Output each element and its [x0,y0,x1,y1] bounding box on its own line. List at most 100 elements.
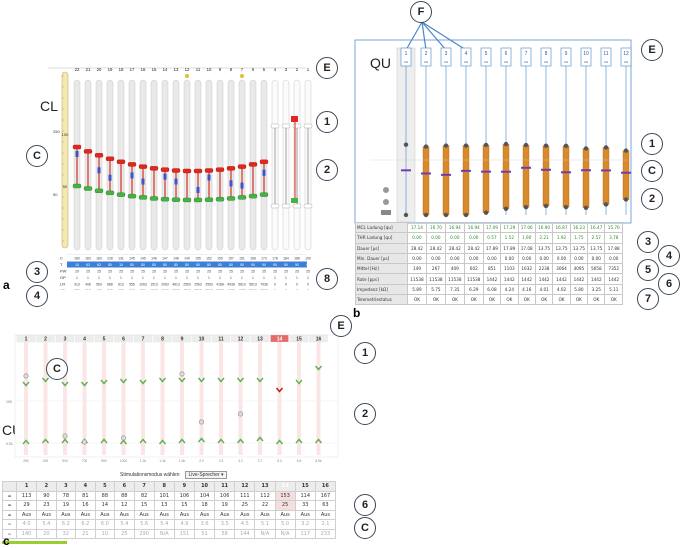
c-header-cell[interactable]: 8 [153,481,175,492]
c-cell[interactable]: 78 [55,490,77,501]
b-cell[interactable]: 0.00 [407,232,427,244]
b-cell[interactable]: 11538 [444,273,465,285]
b-cell[interactable]: OK [444,294,465,306]
c-cell[interactable]: Aus [15,509,38,520]
b-cell[interactable]: 13.75 [587,242,606,254]
b-cell[interactable]: 1.52 [500,232,519,244]
c-cell[interactable]: 33 [294,500,316,511]
c-cell[interactable]: 19 [214,500,236,511]
b-cell[interactable]: 13.75 [552,242,571,254]
c-header-cell[interactable]: 14 [274,481,296,492]
b-cell[interactable]: OK [587,294,606,306]
c-cell[interactable]: 21 [75,528,96,539]
c-cell[interactable]: 88 [114,490,135,501]
c-cell[interactable]: Aus [214,509,236,520]
b-cell[interactable]: 17.06 [517,221,536,234]
b-cell[interactable]: 28.42 [407,242,427,254]
c-cell[interactable]: Aus [36,509,57,520]
b-cell[interactable]: 149 [407,263,427,275]
c-cell[interactable]: 151 [173,528,195,539]
b-cell[interactable]: 1442 [587,273,606,285]
b-cell[interactable]: 5.75 [425,283,446,296]
b-cell[interactable]: OK [463,294,484,306]
b-cell[interactable]: 17.29 [500,221,519,234]
b-cell[interactable]: 17.89 [482,242,502,254]
b-cell[interactable]: OK [425,294,446,306]
b-cell[interactable]: 1442 [517,273,536,285]
c-cell[interactable]: 113 [15,490,38,501]
c-cell[interactable]: 5.6 [133,519,155,530]
b-cell[interactable]: OK [604,294,623,306]
c-cell[interactable]: 15 [133,500,155,511]
b-cell[interactable]: 1442 [534,273,554,285]
c-cell[interactable]: 106 [214,490,236,501]
b-cell[interactable]: 1.92 [552,232,571,244]
b-cell[interactable]: 2.57 [587,232,606,244]
b-cell[interactable]: 0.00 [534,252,554,265]
c-cell[interactable]: 4.5 [234,519,256,530]
c-header-cell[interactable]: 4 [75,481,96,492]
c-cell[interactable]: 88 [94,490,116,501]
c-cell[interactable]: 6.2 [75,519,96,530]
c-cell[interactable]: 12 [114,500,135,511]
c-cell[interactable]: 23 [36,500,57,511]
b-cell[interactable]: 0.00 [425,252,446,265]
c-cell[interactable]: 167 [314,490,337,501]
b-cell[interactable]: 17.89 [500,242,519,254]
c-header-cell[interactable]: 16 [314,481,337,492]
c-cell[interactable]: N/A [254,528,276,539]
c-cell[interactable]: 4.0 [15,519,38,530]
c-cell[interactable]: 144 [234,528,256,539]
b-cell[interactable]: 0.00 [587,252,606,265]
c-cell[interactable]: 112 [254,490,276,501]
c-cell[interactable]: 3.2 [294,519,316,530]
b-cell[interactable]: 1442 [569,273,589,285]
b-cell[interactable]: OK [569,294,589,306]
b-cell[interactable]: 17.09 [482,221,502,234]
c-cell[interactable]: 18 [193,500,216,511]
c-cell[interactable]: Aus [173,509,195,520]
b-cell[interactable]: 267 [425,263,446,275]
b-cell[interactable]: 17.14 [407,221,427,234]
c-cell[interactable]: 114 [294,490,316,501]
b-cell[interactable]: 28.42 [444,242,465,254]
c-cell[interactable]: Aus [153,509,175,520]
b-cell[interactable]: 0.57 [482,232,502,244]
c-cell[interactable]: 51 [193,528,216,539]
c-cell[interactable]: 6.2 [55,519,77,530]
b-cell[interactable]: OK [482,294,502,306]
b-cell[interactable]: 6.29 [463,283,484,296]
c-cell[interactable]: Aus [133,509,155,520]
c-cell[interactable]: 90 [36,490,57,501]
c-cell[interactable]: 63 [314,500,337,511]
c-cell[interactable]: 13 [153,500,175,511]
c-cell[interactable]: 25 [114,528,135,539]
b-cell[interactable]: 409 [444,263,465,275]
c-cell[interactable]: Aus [234,509,256,520]
b-cell[interactable]: 1.75 [569,232,589,244]
live-speaker-select[interactable]: Live-Sprecher ▾ [185,470,227,479]
b-cell[interactable]: 7.35 [444,283,465,296]
b-cell[interactable]: 16.94 [463,221,484,234]
b-cell[interactable]: 5658 [587,263,606,275]
c-cell[interactable]: 5.1 [254,519,276,530]
b-cell[interactable]: OK [407,294,427,306]
c-cell[interactable]: 6.0 [94,519,116,530]
c-cell[interactable]: Aus [254,509,276,520]
c-cell[interactable]: 111 [234,490,256,501]
b-cell[interactable]: 5.89 [407,283,427,296]
b-cell[interactable]: 15.70 [604,221,623,234]
b-cell[interactable]: 16.87 [552,221,571,234]
b-cell[interactable]: 16.47 [587,221,606,234]
c-cell[interactable]: 82 [133,490,155,501]
c-cell[interactable]: 101 [153,490,175,501]
b-cell[interactable]: 4.24 [500,283,519,296]
b-cell[interactable]: 7352 [604,263,623,275]
c-cell[interactable]: Aus [94,509,116,520]
b-cell[interactable]: 0.00 [425,232,446,244]
c-cell[interactable]: Aus [294,509,316,520]
b-cell[interactable]: 0.00 [482,252,502,265]
b-cell[interactable]: 2.21 [534,232,554,244]
c-cell[interactable]: 10 [94,528,116,539]
c-cell[interactable]: 4.9 [173,519,195,530]
